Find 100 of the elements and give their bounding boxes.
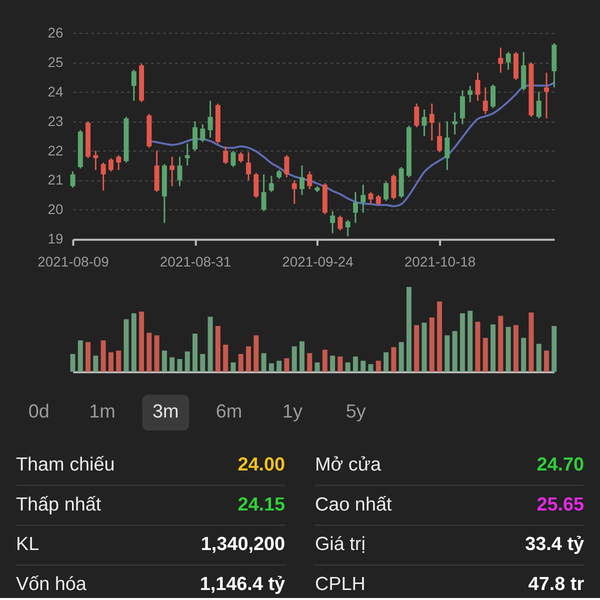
bar — [345, 362, 350, 372]
bar — [360, 360, 366, 372]
bar — [528, 312, 534, 372]
candlestick — [254, 172, 259, 199]
candlestick — [460, 90, 465, 126]
category-label: 0d — [28, 402, 50, 423]
bar — [506, 326, 511, 372]
candlestick — [536, 91, 542, 120]
bar — [200, 354, 206, 372]
bar — [139, 312, 144, 372]
bar — [208, 316, 213, 372]
bar — [192, 334, 198, 372]
category-label: KL — [16, 534, 40, 556]
bar — [124, 319, 129, 372]
bar — [162, 350, 167, 372]
bar — [322, 350, 328, 372]
bar — [490, 324, 496, 372]
bar — [254, 335, 259, 372]
bar — [429, 318, 434, 372]
candlestick — [391, 174, 396, 200]
bar — [230, 362, 236, 372]
y-tick-label: 21 — [48, 172, 64, 188]
bar — [70, 354, 76, 372]
bar — [482, 338, 488, 372]
candlestick — [368, 191, 374, 205]
candlestick — [444, 120, 450, 171]
candlestick — [93, 150, 98, 171]
candlestick — [345, 219, 350, 237]
category-label: CPLH — [314, 574, 366, 596]
bar — [452, 331, 458, 372]
bar — [116, 350, 122, 372]
bar — [276, 360, 282, 372]
candlestick — [498, 46, 504, 74]
text: 1,146.4 tỷ — [200, 574, 286, 596]
bar — [352, 356, 358, 372]
candlestick — [300, 164, 304, 196]
bar — [414, 325, 420, 372]
candlestick — [384, 180, 389, 202]
bar — [93, 356, 98, 372]
candlestick — [352, 191, 358, 224]
bar — [330, 356, 336, 372]
candlestick — [376, 194, 381, 206]
bar — [177, 359, 182, 372]
category-label: Vốn hóa — [16, 574, 87, 596]
candlestick — [330, 210, 336, 234]
candlestick — [223, 146, 228, 165]
candlestick — [437, 122, 442, 154]
bar — [307, 353, 312, 372]
candlestick — [544, 72, 550, 120]
category-label: Tham chiếu — [16, 454, 115, 476]
candlestick — [108, 157, 114, 172]
bar — [521, 338, 526, 372]
candlestick — [230, 150, 236, 168]
bar — [184, 351, 190, 372]
y-tick-label: 19 — [48, 230, 64, 247]
bar — [131, 313, 136, 372]
candlestick — [200, 124, 206, 143]
bar — [422, 322, 427, 372]
candlestick — [116, 154, 122, 171]
candlestick — [131, 68, 136, 102]
y-tick-label: 22 — [48, 142, 64, 158]
bar — [215, 326, 220, 372]
bar — [78, 340, 83, 372]
candlestick — [100, 162, 106, 192]
candlestick — [414, 102, 420, 128]
bar — [544, 350, 550, 372]
candlestick — [184, 142, 190, 166]
bar — [468, 310, 473, 372]
bar — [223, 344, 228, 372]
bar — [552, 326, 557, 372]
category-label: 5y — [346, 402, 366, 423]
bar — [475, 322, 480, 372]
candlestick — [246, 152, 251, 182]
category-label: 1y — [282, 402, 303, 423]
candlestick — [268, 175, 274, 193]
y-tick-label: 26 — [48, 24, 64, 40]
y-tick-label: 23 — [48, 112, 64, 129]
bar — [154, 335, 160, 372]
bar — [86, 342, 91, 372]
x-tick-label: 2021-08-31 — [160, 254, 232, 270]
bar — [146, 332, 152, 372]
category-label: 6m — [216, 402, 242, 423]
bar — [536, 344, 542, 372]
candlestick — [261, 174, 266, 212]
bar — [292, 346, 297, 372]
candlestick — [292, 180, 297, 205]
category-label: 3m — [152, 402, 179, 423]
candlestick — [284, 154, 290, 178]
bar — [300, 341, 304, 372]
category-label: Thấp nhất — [16, 494, 102, 516]
category-label: Mở cửa — [314, 454, 382, 476]
bar — [246, 346, 251, 372]
bar — [108, 352, 114, 372]
candlestick — [170, 156, 175, 187]
text: 24.15 — [238, 494, 286, 516]
bar — [406, 287, 412, 372]
bar — [268, 363, 274, 372]
bar — [368, 364, 374, 372]
candlestick — [468, 85, 473, 103]
text: 24.00 — [238, 454, 286, 476]
